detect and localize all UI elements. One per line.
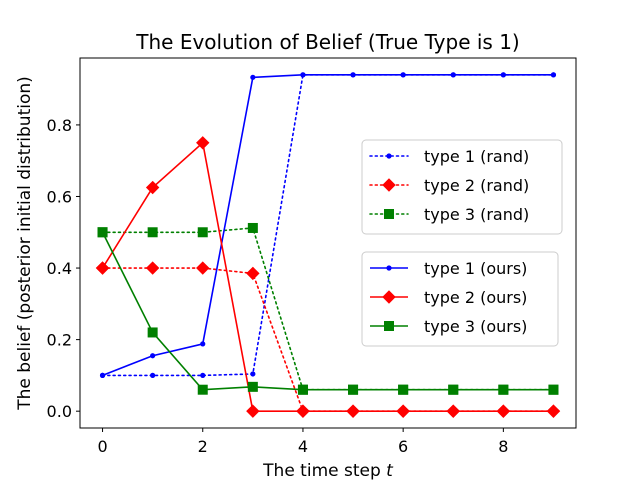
data-point bbox=[196, 136, 210, 150]
data-point bbox=[246, 266, 260, 281]
data-point bbox=[95, 261, 110, 275]
y-tick-label: 0.4 bbox=[47, 259, 72, 278]
chart-title: The Evolution of Belief (True Type is 1) bbox=[135, 30, 519, 54]
legend-label: type 2 (ours) bbox=[424, 288, 527, 307]
data-point bbox=[546, 404, 561, 418]
legend-label: type 2 (rand) bbox=[424, 176, 529, 195]
legend-label: type 3 (ours) bbox=[424, 317, 527, 336]
data-point bbox=[296, 404, 310, 418]
plot-area bbox=[95, 72, 561, 418]
data-point bbox=[197, 227, 208, 238]
data-point bbox=[498, 384, 509, 395]
legend-marker bbox=[384, 209, 394, 219]
legends: type 1 (rand)type 2 (rand)type 3 (rand)t… bbox=[361, 139, 563, 347]
data-point bbox=[150, 353, 156, 359]
legend-label: type 3 (rand) bbox=[424, 205, 529, 224]
data-point bbox=[446, 404, 460, 418]
x-tick-label: 2 bbox=[198, 437, 208, 456]
data-point bbox=[500, 72, 506, 78]
data-point bbox=[97, 227, 108, 238]
data-point bbox=[247, 222, 258, 233]
data-point bbox=[196, 261, 210, 275]
data-point bbox=[200, 372, 206, 378]
data-point bbox=[147, 227, 158, 238]
legend-marker bbox=[382, 290, 396, 304]
legend-box bbox=[361, 251, 559, 347]
series-6 bbox=[97, 227, 559, 395]
x-tick-label: 4 bbox=[298, 437, 308, 456]
series-4 bbox=[99, 72, 557, 378]
x-axis-label-text: The time step bbox=[262, 461, 386, 480]
data-point bbox=[147, 327, 158, 338]
data-point bbox=[300, 72, 306, 78]
legend-entry: type 1 (rand) bbox=[369, 147, 529, 166]
x-tick-label: 6 bbox=[398, 437, 408, 456]
series-line bbox=[102, 74, 554, 377]
data-point bbox=[448, 384, 459, 395]
data-point bbox=[197, 384, 208, 395]
data-point bbox=[550, 72, 557, 78]
legend-2: type 1 (ours) type 2 (ours) type 3 (ours) bbox=[361, 251, 559, 347]
x-axis-label: The time step t bbox=[262, 461, 394, 480]
legend-entry: type 3 (rand) bbox=[369, 205, 529, 224]
data-point bbox=[250, 74, 256, 80]
series-line bbox=[101, 231, 554, 391]
axes: 0 2 4 6 8 0.0 0.2 0.4 0.6 0.8 bbox=[47, 57, 577, 456]
data-point bbox=[350, 72, 356, 78]
y-tick-label: 0.0 bbox=[47, 402, 72, 421]
legend-marker bbox=[382, 178, 396, 192]
y-tick-label: 0.8 bbox=[47, 116, 72, 135]
data-point bbox=[247, 381, 258, 392]
data-point bbox=[150, 372, 156, 378]
data-point bbox=[548, 384, 559, 395]
data-point bbox=[346, 404, 360, 418]
data-point bbox=[496, 404, 511, 418]
plot-frame bbox=[79, 57, 577, 429]
legend-1: type 1 (rand) type 2 (rand) type 3 (rand) bbox=[361, 139, 563, 235]
legend-entry: type 3 (ours) bbox=[370, 317, 527, 336]
data-point bbox=[348, 384, 359, 395]
data-point bbox=[145, 180, 160, 195]
data-point bbox=[400, 72, 406, 78]
data-point bbox=[250, 371, 256, 377]
data-point bbox=[145, 261, 160, 275]
legend-box bbox=[361, 139, 563, 235]
data-point bbox=[246, 404, 260, 418]
data-point bbox=[398, 384, 409, 395]
series-line bbox=[101, 141, 554, 412]
data-point bbox=[99, 372, 106, 378]
data-point bbox=[297, 384, 308, 395]
legend-entry: type 2 (rand) bbox=[369, 176, 529, 195]
legend-label: type 1 (ours) bbox=[424, 259, 527, 278]
legend-marker bbox=[384, 321, 394, 331]
data-point bbox=[396, 404, 410, 418]
x-axis-label-variable: t bbox=[386, 461, 394, 480]
data-point bbox=[200, 341, 206, 347]
y-axis-label: The belief (posterior initial distributi… bbox=[15, 76, 35, 411]
legend-entry: type 1 (ours) bbox=[370, 259, 527, 278]
y-tick-label: 0.6 bbox=[47, 187, 72, 206]
series-5 bbox=[95, 136, 561, 418]
x-tick-label: 8 bbox=[498, 437, 508, 456]
x-tick-label: 0 bbox=[97, 437, 107, 456]
legend-marker bbox=[386, 265, 392, 271]
data-point bbox=[450, 72, 456, 78]
legend-marker bbox=[386, 153, 392, 159]
y-tick-label: 0.2 bbox=[47, 331, 72, 350]
legend-entry: type 2 (ours) bbox=[370, 288, 527, 307]
legend-label: type 1 (rand) bbox=[424, 147, 529, 166]
